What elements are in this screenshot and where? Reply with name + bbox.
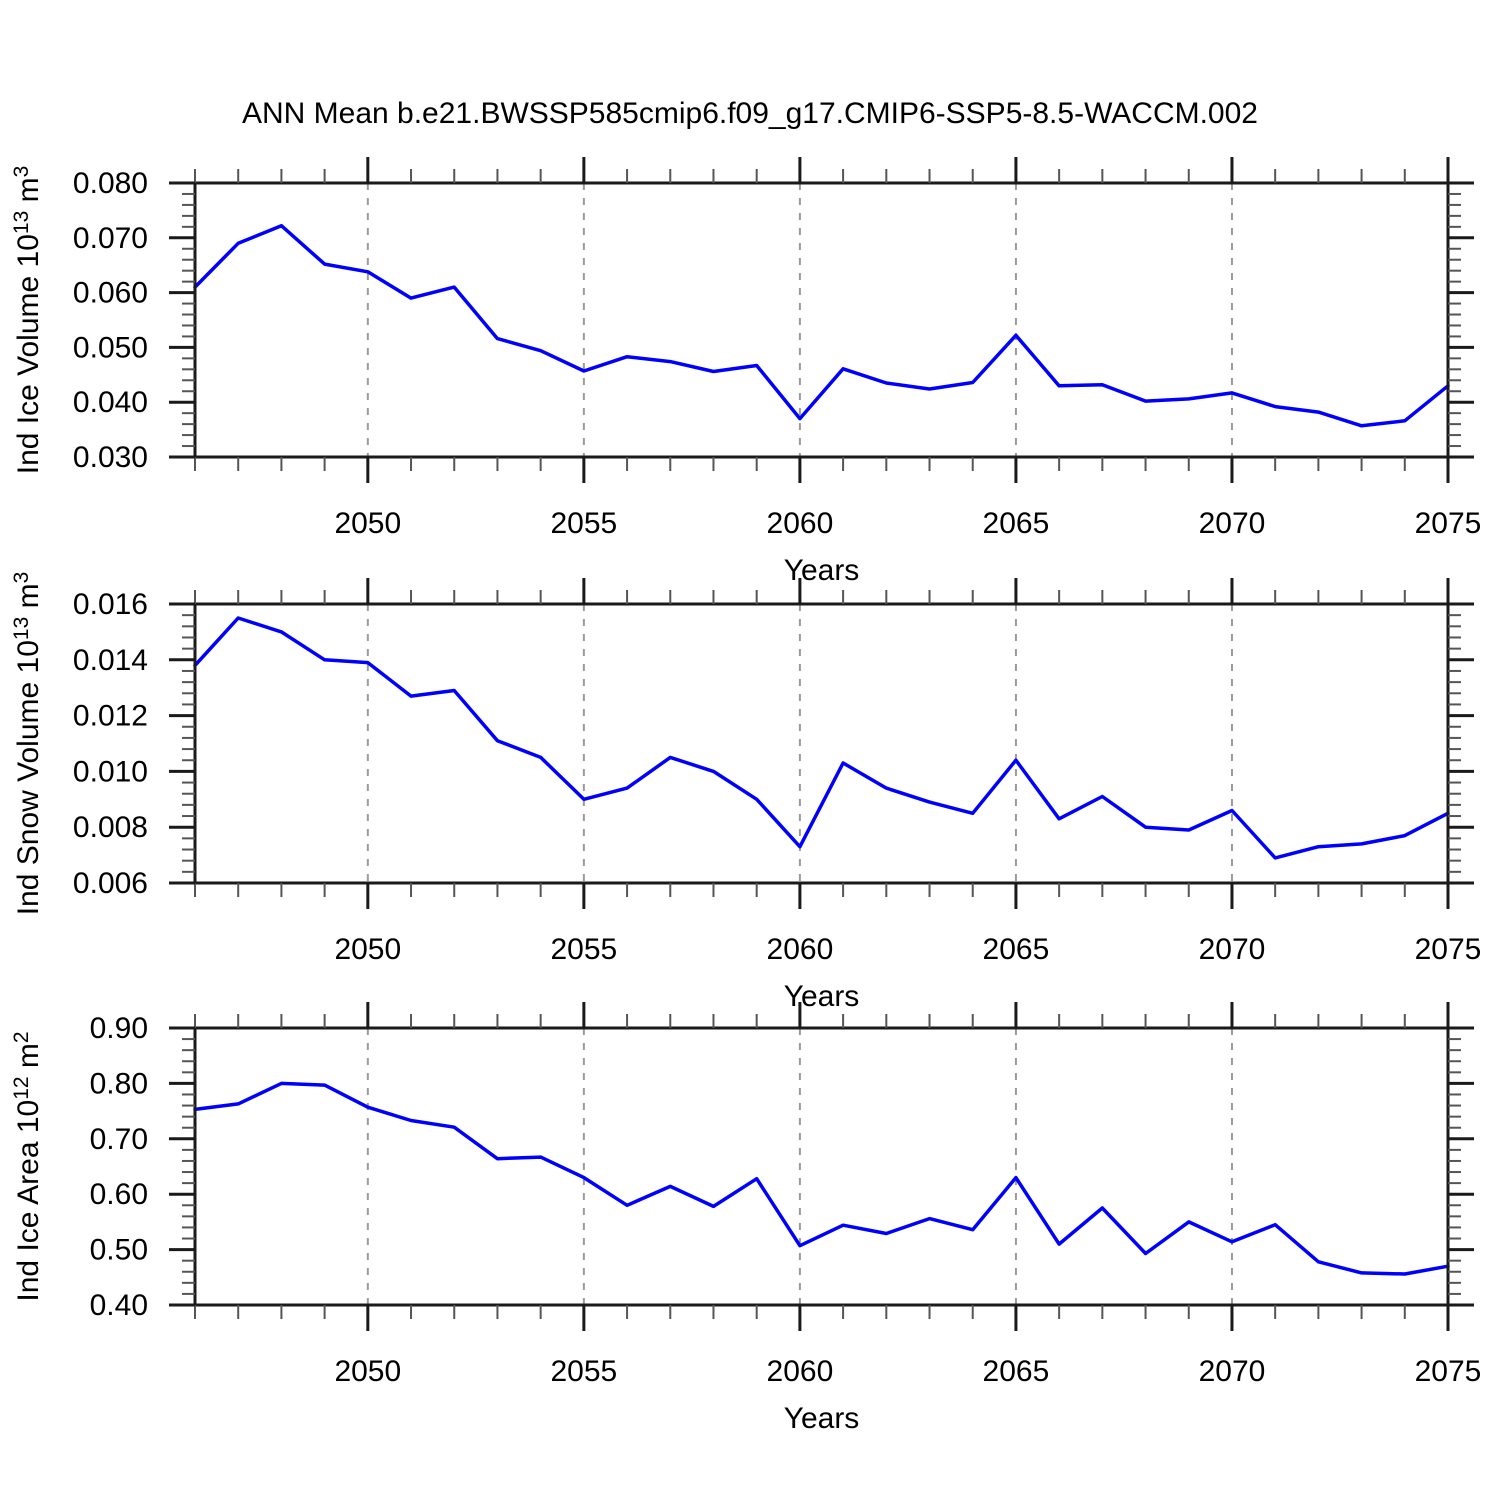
y-tick-label: 0.014 <box>73 644 148 677</box>
x-tick-label: 2065 <box>983 1355 1050 1388</box>
x-tick-label: 2050 <box>334 507 401 540</box>
y-tick-label: 0.070 <box>73 222 148 255</box>
x-tick-label: 2050 <box>334 1355 401 1388</box>
chart-title: ANN Mean b.e21.BWSSP585cmip6.f09_g17.CMI… <box>242 97 1258 130</box>
y-tick-label: 0.008 <box>73 811 148 844</box>
x-axis-title: Years <box>784 554 860 587</box>
y-tick-label: 0.80 <box>90 1067 148 1100</box>
x-tick-label: 2075 <box>1415 933 1482 966</box>
x-tick-label: 2060 <box>767 1355 834 1388</box>
x-tick-label: 2055 <box>550 1355 617 1388</box>
plot-border <box>193 181 1450 459</box>
chart-canvas: 2050 2055 2060 2065 2070 2075 Years 0.030 0.040 0… <box>10 157 1481 1435</box>
y-tick-label: 0.90 <box>90 1012 148 1045</box>
x-tick-label: 2070 <box>1199 507 1266 540</box>
x-tick-label: 2060 <box>767 507 834 540</box>
plot-border <box>193 602 1450 885</box>
x-tick-label: 2065 <box>983 507 1050 540</box>
snow-volume-line <box>193 616 1450 860</box>
y-tick-label: 0.060 <box>73 277 148 310</box>
ice-volume-panel: 2050 2055 2060 2065 2070 2075 Years 0.030 0.040 0… <box>10 157 1481 587</box>
y-tick-label: 0.40 <box>90 1289 148 1322</box>
x-tick-label: 2055 <box>550 507 617 540</box>
x-tick-label: 2050 <box>334 933 401 966</box>
x-tick-label: 2075 <box>1415 507 1482 540</box>
y-tick-label: 0.010 <box>73 755 148 788</box>
ice-area-panel: 2050 2055 2060 2065 2070 2075 Years 0.40 0.50 0.6… <box>10 1002 1481 1435</box>
ice-area-y-axis-title: Ind Ice Area 1012 m2 <box>10 1031 45 1301</box>
snow-volume-panel: 2050 2055 2060 2065 2070 2075 Years 0.006 0.008 0… <box>10 572 1481 1013</box>
y-tick-label: 0.50 <box>90 1234 148 1267</box>
y-tick-label: 0.030 <box>73 441 148 474</box>
y-tick-label: 0.016 <box>73 588 148 621</box>
ice-area-line <box>193 1081 1450 1276</box>
x-tick-label: 2070 <box>1199 933 1266 966</box>
y-tick-label: 0.70 <box>90 1123 148 1156</box>
x-tick-label: 2075 <box>1415 1355 1482 1388</box>
x-tick-label: 2055 <box>550 933 617 966</box>
y-tick-label: 0.040 <box>73 386 148 419</box>
y-tick-label: 0.60 <box>90 1178 148 1211</box>
x-tick-label: 2065 <box>983 933 1050 966</box>
y-tick-label: 0.012 <box>73 700 148 733</box>
plot-border <box>193 1026 1450 1307</box>
x-axis-title: Years <box>784 1402 860 1435</box>
y-tick-label: 0.006 <box>73 867 148 900</box>
y-tick-label: 0.080 <box>73 167 148 200</box>
ice-volume-line <box>193 223 1450 428</box>
y-tick-label: 0.050 <box>73 331 148 364</box>
x-tick-label: 2060 <box>767 933 834 966</box>
x-tick-label: 2070 <box>1199 1355 1266 1388</box>
snow-volume-y-axis-title: Ind Snow Volume 1013 m3 <box>10 572 45 916</box>
ice-volume-y-axis-title: Ind Ice Volume 1013 m3 <box>10 166 45 475</box>
x-axis-title: Years <box>784 980 860 1013</box>
